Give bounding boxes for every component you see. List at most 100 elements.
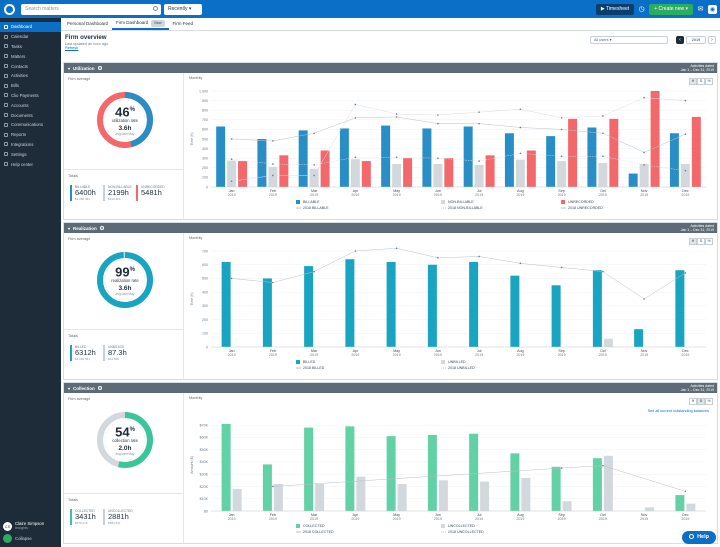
x-tick-month: Dec — [682, 513, 689, 517]
rate-percent: 99% — [115, 264, 135, 280]
firm-average-panel: Firm average 99% realization rate 3.6h avg/… — [64, 233, 184, 379]
sidebar-item-help-center[interactable]: Help center — [0, 159, 61, 169]
collapse-button[interactable]: Collapse — [3, 534, 32, 543]
x-tick-year: 2019 — [681, 193, 689, 197]
user-menu-icon[interactable]: ◉ — [708, 4, 717, 14]
bar-billed-0 — [221, 261, 231, 347]
settings-icon — [4, 152, 8, 157]
sidebar-item-contacts[interactable]: Contacts — [0, 61, 61, 71]
search-input[interactable]: Search matters — [21, 3, 161, 15]
bar-uncollected-4 — [397, 484, 407, 511]
sidebar-item-clio-payments[interactable]: Clio Payments — [0, 91, 61, 101]
sidebar-item-dashboard[interactable]: Dashboard — [0, 22, 61, 32]
sidebar-item-settings[interactable]: Settings — [0, 149, 61, 159]
toggle-dollars[interactable]: $ — [697, 398, 705, 405]
total-amount: $1,066,451 — [75, 197, 91, 201]
x-tick-month: Oct — [600, 349, 606, 353]
x-tick-year: 2019 — [681, 353, 689, 357]
sidebar-item-integrations[interactable]: Integrations — [0, 140, 61, 150]
rate-label: collection rate — [112, 438, 138, 444]
sidebar-item-activities[interactable]: Activities — [0, 71, 61, 81]
total-label: COLLECTED — [75, 509, 95, 513]
toggle-dollars[interactable]: $ — [697, 78, 705, 85]
outstanding-balances-link[interactable]: See all current outstanding balances — [647, 409, 709, 413]
total-value: 6400h — [75, 188, 96, 197]
sidebar-item-bills[interactable]: Bills — [0, 81, 61, 91]
x-tick-year: 2019 — [640, 353, 648, 357]
toggle-hours[interactable]: H — [689, 78, 697, 85]
toggle-percent[interactable]: % — [705, 78, 713, 85]
collapse-caret-icon[interactable]: ▾ — [68, 225, 71, 231]
firm-average-label: Firm average — [68, 77, 91, 81]
toggle-percent[interactable]: % — [705, 238, 713, 245]
sidebar-item-matters[interactable]: Matters — [0, 51, 61, 61]
sidebar-item-documents[interactable]: Documents — [0, 110, 61, 120]
sidebar-item-label: Matters — [11, 53, 26, 59]
user-profile[interactable]: CS Claire Simpson Insights — [3, 521, 44, 531]
tab-personal-dashboard[interactable]: Personal Dashboard — [63, 18, 112, 30]
x-tick-month: May — [393, 513, 400, 517]
toggle-hours[interactable]: H — [689, 238, 697, 245]
toggle-hours[interactable]: H — [689, 398, 697, 405]
x-tick-month: Nov — [641, 513, 648, 517]
hours-value: 3.6h — [118, 125, 132, 133]
year-select[interactable]: 2019 — [686, 36, 706, 44]
sidebar-item-communications[interactable]: Communications — [0, 120, 61, 130]
trend-point — [602, 270, 604, 273]
info-icon[interactable] — [99, 226, 104, 230]
timer-icon[interactable]: ◷ — [638, 6, 645, 13]
prev-year-button[interactable]: ‹ — [676, 36, 684, 44]
info-icon[interactable] — [97, 386, 102, 390]
toggle-percent[interactable]: % — [705, 398, 713, 405]
trend-line-2018-non-billable — [231, 153, 686, 171]
trend-point — [643, 298, 645, 300]
toggle-dollars[interactable]: $ — [697, 238, 705, 245]
notifications-icon[interactable]: ✉ — [697, 6, 704, 13]
x-tick-month: Mar — [311, 189, 318, 193]
info-icon[interactable] — [97, 66, 102, 70]
section-header[interactable]: ▾ Realization Activities dated Jan 1 – Dec … — [64, 223, 717, 233]
section-header[interactable]: ▾ Utilization Activities dated Jan 1 – Dec … — [64, 63, 717, 73]
tab-firm-dashboard[interactable]: Firm Dashboard New — [112, 18, 169, 30]
total-value: 3431h — [75, 512, 96, 521]
timesheet-button[interactable]: ▶ Timesheet — [595, 3, 635, 15]
x-tick-year: 2019 — [393, 193, 401, 197]
sidebar-item-reports[interactable]: Reports — [0, 130, 61, 140]
y-tick-label: $30K — [200, 473, 209, 477]
sidebar-item-label: Help center — [11, 161, 33, 167]
x-tick-month: Jan — [229, 189, 235, 193]
sidebar-item-accounts[interactable]: Accounts — [0, 100, 61, 110]
hours-value: 3.6h — [118, 285, 132, 293]
x-tick-year: 2019 — [351, 353, 359, 357]
x-tick-month: May — [393, 349, 400, 353]
rate-label: realization rate — [111, 278, 139, 284]
sidebar-item-calendar[interactable]: Calendar — [0, 32, 61, 42]
help-button[interactable]: Help — [682, 531, 716, 544]
trend-point — [230, 180, 233, 183]
legend-label: NON-BILLABLE — [448, 200, 474, 204]
bar-collected-5 — [427, 434, 437, 511]
y-tick-label: 400 — [202, 147, 208, 151]
rate-label: utilization rate — [112, 118, 138, 124]
collection-monthly-chart: $0 $10K $20K $30K $40K $50K $60K $70K Amount ($)… — [190, 423, 706, 534]
y-tick-label: 500 — [202, 277, 208, 281]
section-header[interactable]: ▾ Collection Activities dated Jan 1 – Dec 3… — [64, 383, 717, 393]
collapse-caret-icon[interactable]: ▾ — [68, 65, 71, 71]
create-new-button[interactable]: + Create new ▾ — [649, 3, 693, 15]
refresh-link[interactable]: Refresh — [65, 46, 79, 50]
recently-dropdown[interactable]: Recently ▾ — [164, 3, 202, 15]
trend-point — [230, 138, 233, 140]
collapse-caret-icon[interactable]: ▾ — [68, 385, 71, 391]
trend-point — [437, 122, 439, 125]
users-select[interactable]: All users ▾ — [590, 36, 668, 44]
clio-logo-icon[interactable] — [0, 0, 18, 18]
bar-non-billable-6 — [474, 164, 484, 187]
trend-point — [313, 174, 315, 177]
total-label: NON-BILLABLE — [108, 185, 132, 189]
sidebar-item-tasks[interactable]: Tasks — [0, 42, 61, 52]
y-tick-label: 900 — [202, 99, 208, 103]
y-tick-label: 800 — [202, 109, 208, 113]
tab-firm-feed[interactable]: Firm Feed — [169, 18, 198, 30]
documents-icon — [4, 113, 8, 118]
next-year-button[interactable]: › — [708, 36, 716, 44]
